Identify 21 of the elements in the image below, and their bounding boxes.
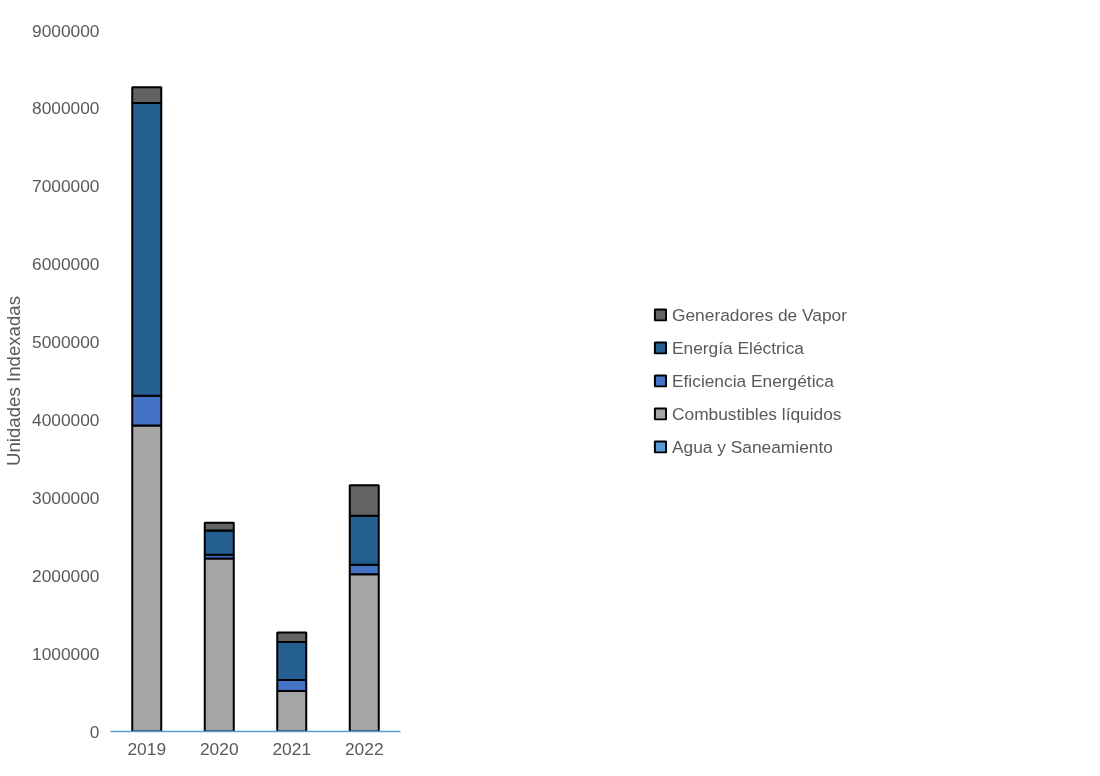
x-tick-label: 2021 xyxy=(272,738,312,759)
y-tick-label: 2000000 xyxy=(32,565,100,586)
y-tick-label: 6000000 xyxy=(32,254,100,275)
y-tick-label: 0 xyxy=(89,721,100,742)
y-tick-label: 8000000 xyxy=(32,98,100,119)
legend-label: Agua y Saneamiento xyxy=(672,436,833,457)
legend-label: Combustibles líquidos xyxy=(672,403,842,424)
bar xyxy=(203,557,235,732)
y-axis-title: Unidades Indexadas xyxy=(3,295,25,467)
y-tick-label: 4000000 xyxy=(32,409,100,430)
legend-label: Energía Eléctrica xyxy=(672,337,804,358)
legend-label: Eficiencia Energética xyxy=(672,370,834,391)
y-tick-label: 5000000 xyxy=(32,332,100,353)
y-tick-label: 9000000 xyxy=(32,20,100,41)
legend-label: Generadores de Vapor xyxy=(672,304,847,325)
x-tick-label: 2022 xyxy=(344,738,384,759)
x-tick-label: 2020 xyxy=(199,738,239,759)
y-tick-label: 3000000 xyxy=(32,487,100,508)
x-tick-label: 2019 xyxy=(127,738,167,759)
y-tick-label: 7000000 xyxy=(32,176,100,197)
y-tick-label: 1000000 xyxy=(32,643,100,664)
